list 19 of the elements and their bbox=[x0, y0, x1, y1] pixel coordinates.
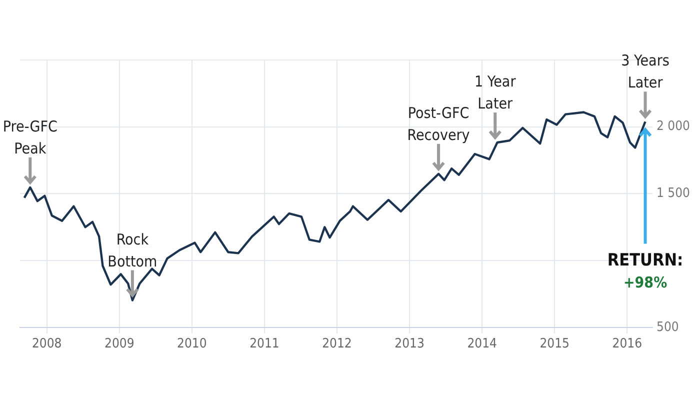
annotation: +98% bbox=[623, 274, 668, 292]
annotation: RETURN: bbox=[607, 250, 684, 271]
x-tick-label: 2014 bbox=[467, 336, 497, 352]
annotation: 1 Year Later bbox=[474, 72, 516, 112]
annotation: Rock Bottom bbox=[108, 230, 158, 270]
annotation: Pre-GFC Peak bbox=[2, 117, 58, 158]
x-tick-label: 2015 bbox=[540, 336, 570, 352]
x-tick-label: 2008 bbox=[32, 336, 62, 352]
y-tick-label: 500 bbox=[656, 320, 679, 335]
x-tick-label: 2011 bbox=[250, 336, 280, 352]
annotation: 3 Years Later bbox=[621, 52, 670, 92]
annotation: Post-GFC Recovery bbox=[407, 104, 470, 144]
x-tick-label: 2016 bbox=[612, 336, 642, 352]
x-tick-label: 2012 bbox=[322, 336, 352, 352]
x-tick-label: 2010 bbox=[177, 336, 207, 352]
x-tick-label: 2013 bbox=[394, 336, 424, 352]
y-tick-label: 1 500 bbox=[656, 186, 690, 202]
x-tick-label: 2009 bbox=[104, 336, 134, 352]
y-tick-label: 2 000 bbox=[656, 119, 690, 134]
